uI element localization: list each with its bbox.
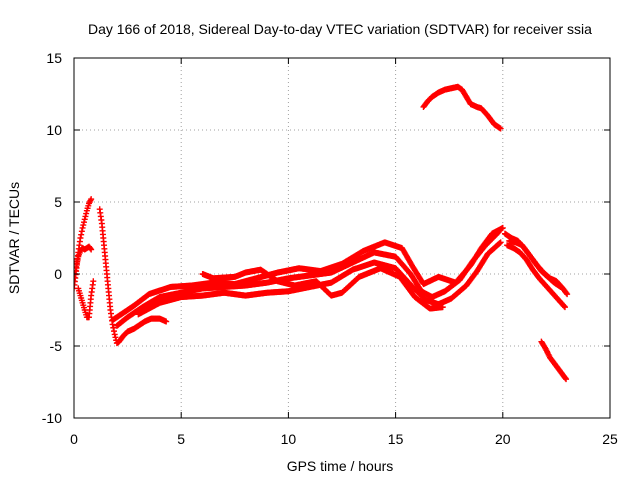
data-point: [495, 229, 502, 236]
y-axis-label: SDTVAR / TECUs: [6, 182, 22, 294]
series-arc-main-d: [199, 265, 446, 312]
y-tick-label: 5: [54, 194, 62, 210]
series-arc-dip: [96, 206, 170, 347]
data-point: [78, 231, 85, 238]
data-point: [77, 235, 84, 241]
x-tick-label: 10: [281, 431, 297, 447]
x-tick-label: 5: [177, 431, 185, 447]
data-point: [497, 239, 504, 246]
data-point: [74, 278, 77, 285]
data-point: [564, 291, 571, 298]
series-arc-early-drop: [75, 278, 97, 321]
x-tick-label: 25: [602, 431, 618, 447]
y-tick-label: 10: [46, 122, 62, 138]
data-point: [87, 245, 94, 252]
series-arc-late-b: [504, 242, 568, 311]
data-point: [79, 224, 86, 231]
data-layer: [74, 83, 571, 383]
x-tick-label: 20: [495, 431, 511, 447]
x-tick-label: 0: [70, 431, 78, 447]
ticks: [73, 57, 611, 419]
data-point: [557, 283, 564, 290]
data-point: [561, 303, 568, 310]
data-point: [497, 125, 504, 132]
y-tick-label: -5: [50, 338, 63, 354]
series-arc-main-c: [135, 239, 504, 318]
data-point: [563, 376, 570, 383]
series-arc-late-c: [506, 237, 564, 290]
data-point: [78, 228, 85, 235]
data-point: [81, 219, 88, 226]
data-point: [74, 257, 81, 264]
data-point: [83, 210, 90, 217]
series-arc-early-low: [74, 243, 95, 285]
tick-labels: 0 5 10 15 20 25 -10 -5 0 5 10 15: [42, 50, 618, 447]
data-point: [110, 324, 117, 331]
plot-frame: [73, 57, 611, 419]
data-point: [74, 260, 80, 267]
series-arc-upper: [420, 83, 504, 132]
data-point: [88, 246, 95, 253]
y-tick-label: 0: [54, 266, 62, 282]
data-point: [563, 290, 570, 297]
data-point: [81, 216, 88, 223]
series-arc-late-low: [538, 338, 570, 383]
data-point: [494, 229, 501, 236]
data-point: [88, 196, 95, 203]
data-point: [499, 224, 506, 231]
data-point: [439, 304, 446, 311]
data-point: [561, 304, 568, 311]
x-axis-label: GPS time / hours: [287, 458, 394, 474]
y-tick-label: 15: [46, 50, 62, 66]
chart-title: Day 166 of 2018, Sidereal Day-to-day VTE…: [88, 21, 592, 37]
data-point: [82, 213, 89, 220]
y-tick-label: -10: [42, 410, 62, 426]
data-point: [112, 334, 119, 341]
data-point: [111, 331, 118, 338]
data-point: [111, 328, 118, 335]
data-point: [90, 278, 97, 285]
data-point: [163, 318, 170, 325]
x-tick-label: 15: [388, 431, 404, 447]
data-point: [80, 222, 87, 229]
